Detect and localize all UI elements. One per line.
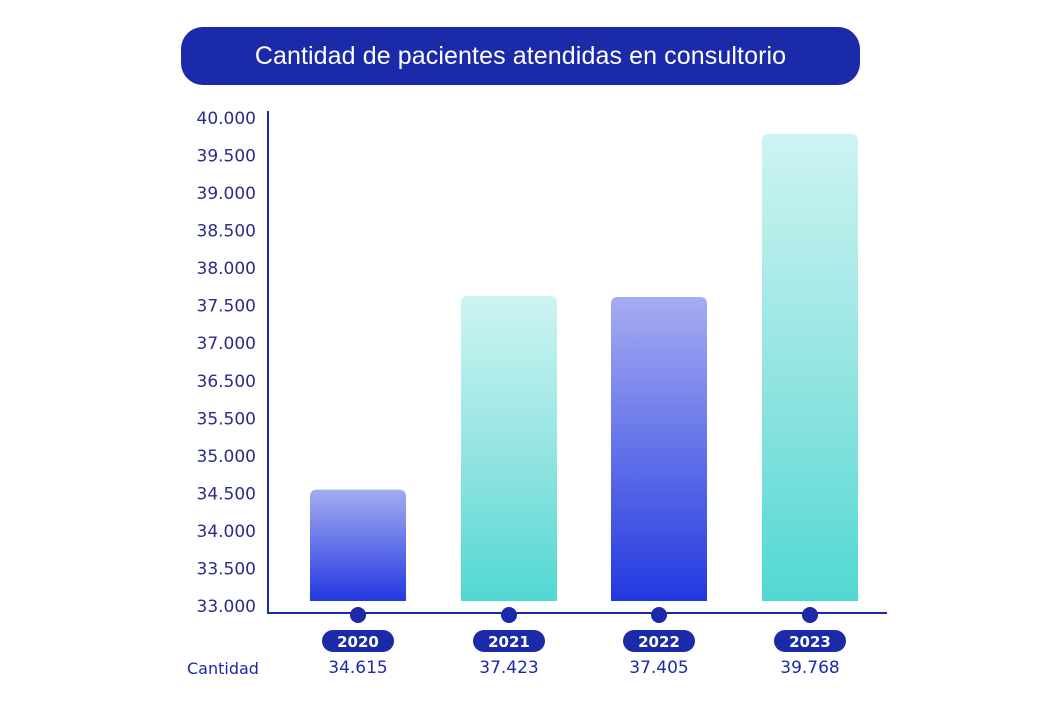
axis-marker-dot <box>501 607 517 623</box>
category-pill <box>623 630 695 652</box>
axis-marker-dot <box>651 607 667 623</box>
y-tick-label: 35.000 <box>197 447 256 467</box>
bars <box>310 134 858 601</box>
y-tick-label: 38.000 <box>197 259 256 279</box>
y-tick-label: 33.500 <box>197 559 256 579</box>
value-label: 39.768 <box>780 658 839 678</box>
row-label-cantidad: Cantidad <box>187 659 259 678</box>
category-pill <box>473 630 545 652</box>
y-tick-label: 34.500 <box>197 484 256 504</box>
y-tick-label: 39.500 <box>197 147 256 167</box>
bar-2022 <box>611 297 707 601</box>
category-labels: 2020 34.615 2021 37.423 2022 37.405 2023 39.768 <box>322 607 846 678</box>
y-axis-ticks: 40.000 39.500 39.000 38.500 38.000 37.500 37.0… <box>197 109 256 617</box>
category-label: 2020 <box>337 633 379 651</box>
y-tick-label: 39.000 <box>197 184 256 204</box>
axis-marker-dot <box>350 607 366 623</box>
category-pill <box>322 630 394 652</box>
y-tick-label: 35.500 <box>197 409 256 429</box>
chart-title: Cantidad de pacientes atendidas en consu… <box>181 27 860 85</box>
y-tick-label: 40.000 <box>197 109 256 129</box>
y-tick-label: 36.500 <box>197 372 256 392</box>
y-tick-label: 33.000 <box>197 597 256 617</box>
y-tick-label: 38.500 <box>197 222 256 242</box>
category-label: 2022 <box>638 633 680 651</box>
bar-2021 <box>461 295 557 601</box>
value-label: 37.423 <box>479 658 538 678</box>
y-tick-label: 37.000 <box>197 334 256 354</box>
bar-2020 <box>310 489 406 601</box>
value-label: 37.405 <box>629 658 688 678</box>
value-label: 34.615 <box>328 658 387 678</box>
y-tick-label: 37.500 <box>197 297 256 317</box>
bar-2023 <box>762 134 858 601</box>
category-label: 2021 <box>488 633 530 651</box>
category-pill <box>774 630 846 652</box>
category-label: 2023 <box>789 633 831 651</box>
axis-marker-dot <box>802 607 818 623</box>
y-tick-label: 34.000 <box>197 522 256 542</box>
